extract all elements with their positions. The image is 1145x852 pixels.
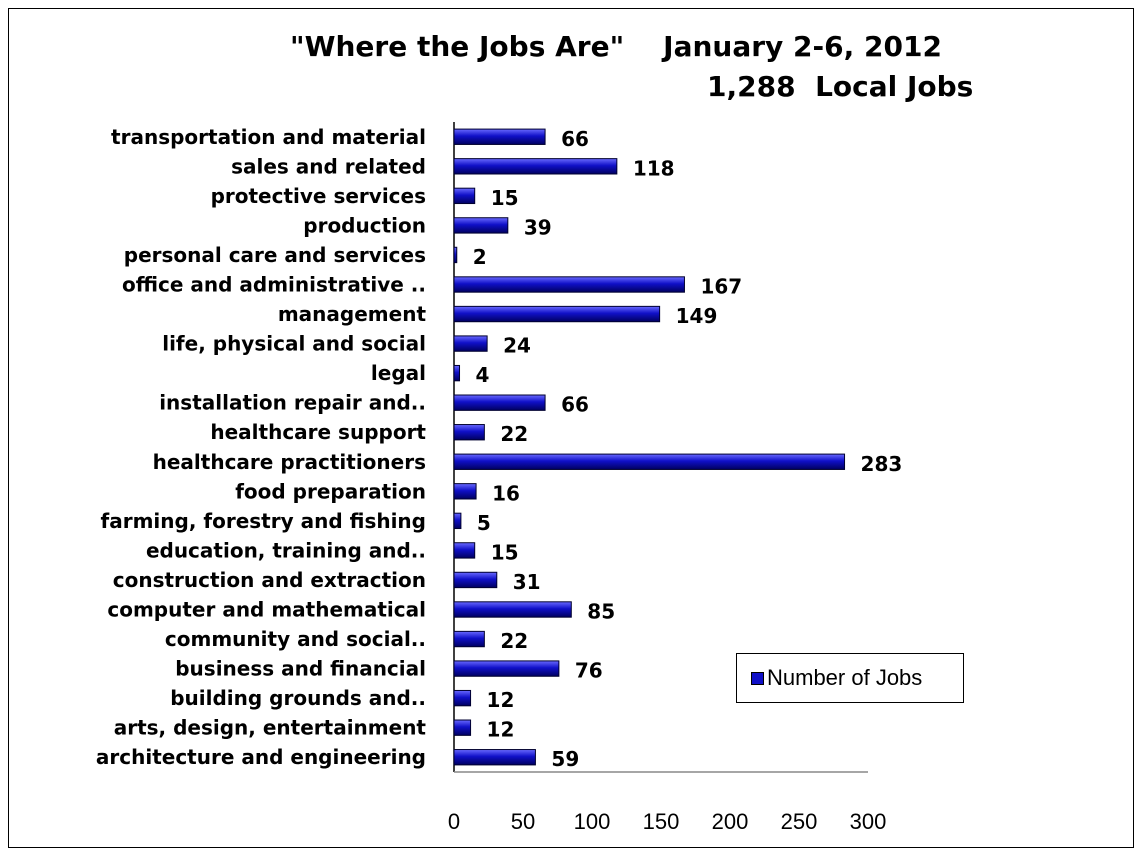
category-label: healthcare practitioners [153,450,426,474]
category-label: protective services [211,184,426,208]
data-label: 59 [551,747,579,771]
data-label: 4 [476,363,490,387]
x-tick-label: 150 [643,809,680,834]
bar [453,630,485,648]
bar [453,571,498,589]
data-label: 5 [477,511,491,535]
chart-legend: Number of Jobs [736,653,964,703]
x-tick-label: 300 [850,809,887,834]
bar [453,424,485,441]
category-label: computer and mathematical [107,598,426,622]
category-label: sales and related [231,154,426,178]
x-tick-label: 50 [511,809,535,834]
category-label: business and financial [175,657,426,681]
bar [453,453,846,470]
bar [453,305,661,323]
bar [453,246,458,264]
bar [453,660,560,677]
bar [453,276,685,293]
data-label: 149 [676,304,718,328]
data-label: 66 [561,393,589,417]
bar [453,542,476,559]
bar [453,689,472,707]
bar [453,187,476,205]
data-label: 2 [473,245,487,269]
chart-title: "Where the Jobs Are" January 2-6, 2012 [290,30,942,63]
x-tick-label: 200 [712,809,749,834]
data-label: 167 [700,275,742,299]
category-label: life, physical and social [162,332,426,356]
data-label: 31 [513,570,541,594]
bar [453,158,618,175]
data-label: 22 [500,422,528,446]
x-tick-label: 250 [781,809,818,834]
data-label: 15 [491,540,519,564]
bar [453,364,461,382]
category-label: legal [371,361,426,385]
bar [453,128,546,145]
bar [453,512,462,530]
category-label: community and social.. [165,627,426,651]
legend-swatch [751,671,764,685]
category-label: farming, forestry and fishing [101,509,426,533]
category-label: building grounds and.. [170,686,426,710]
bar [453,749,536,766]
bar [453,335,488,352]
x-tick-label: 0 [448,809,460,834]
bar [453,719,472,736]
category-label: transportation and material [111,125,426,149]
category-label: education, training and.. [146,538,426,562]
data-label: 15 [491,186,519,210]
legend-label: Number of Jobs [767,665,923,690]
category-label: office and administrative .. [122,273,426,297]
bar [453,601,572,618]
category-label: healthcare support [210,420,426,444]
category-label: food preparation [235,479,426,503]
bar [453,217,509,234]
data-label: 76 [575,659,603,683]
data-label: 66 [561,127,589,151]
bar [453,394,546,411]
data-label: 283 [861,452,903,476]
data-label: 85 [587,600,615,624]
x-tick-label: 100 [574,809,611,834]
data-label: 16 [492,481,520,505]
chart-frame [8,8,1134,848]
category-label: personal care and services [124,243,426,267]
category-label: architecture and engineering [96,745,426,769]
data-label: 118 [633,156,675,180]
data-label: 12 [487,688,515,712]
bar [453,483,477,500]
data-label: 22 [500,629,528,653]
category-label: management [278,302,427,326]
data-label: 39 [524,215,552,239]
data-label: 24 [503,334,531,358]
category-label: production [303,213,426,237]
category-label: installation repair and.. [159,391,426,415]
category-label: arts, design, entertainment [114,716,427,740]
chart-subtitle: 1,288 Local Jobs [707,70,974,103]
category-label: construction and extraction [113,568,426,592]
data-label: 12 [487,718,515,742]
